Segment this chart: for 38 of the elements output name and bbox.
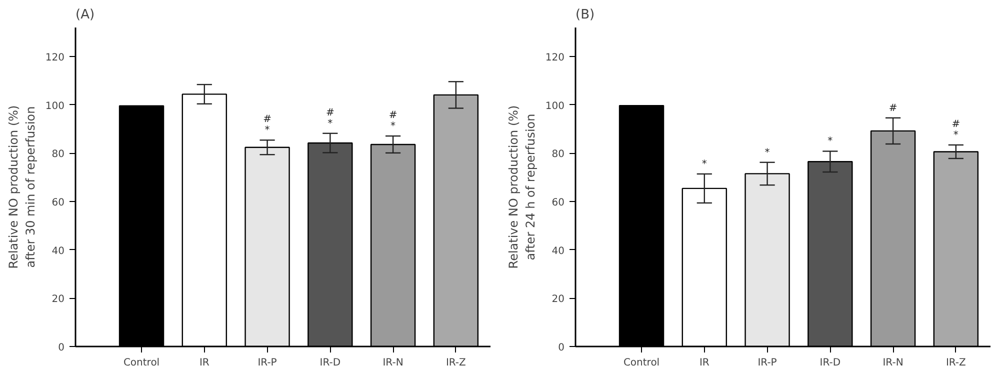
y-tick-label: 120 [45,52,65,64]
x-tick-label: Control [623,358,660,368]
data-label: # [888,102,898,114]
x-tick-label: IR-N [382,358,404,368]
y-tick-label: 80 [52,149,65,160]
data-label: # * [326,107,334,130]
y-tick-label: 80 [552,149,565,160]
data-label: # * [263,114,272,136]
data-label: # * [952,118,960,141]
y-axis-title: Relative NO production (%) after 30 min of reperfusion [6,105,38,269]
y-tick-label: 20 [52,294,65,306]
data-label: # * [388,110,398,132]
x-tick-label: IR [699,358,710,368]
data-label: * [828,136,833,148]
chart-title: (A) [76,8,95,22]
x-tick-label: IR-Z [446,358,466,368]
y-tick-label: 100 [545,100,565,112]
y-tick-label: 60 [552,198,565,208]
data-label: * [702,158,707,170]
y-tick-label: 120 [545,52,565,64]
y-tick-label: 20 [552,294,565,306]
y-tick-label: 0 [58,342,65,354]
x-tick-label: IR-Z [946,358,966,368]
y-tick-label: 60 [52,198,65,208]
y-tick-label: 100 [45,100,65,112]
y-tick-label: 0 [558,342,565,354]
y-axis-title: Relative NO production (%) after 24 h of reperfusion [506,105,538,269]
x-tick-label: IR-P [758,358,777,368]
x-tick-label: IR-N [882,358,904,368]
y-tick-label: 40 [552,246,565,257]
chart-title: (B) [576,8,595,22]
x-tick-label: IR-D [320,358,341,368]
x-tick-label: IR-P [258,358,277,368]
x-tick-label: IR [199,358,210,368]
y-tick-label: 40 [52,246,65,257]
x-tick-label: Control [123,358,160,368]
data-label: * [764,147,770,158]
x-tick-label: IR-D [820,358,841,368]
